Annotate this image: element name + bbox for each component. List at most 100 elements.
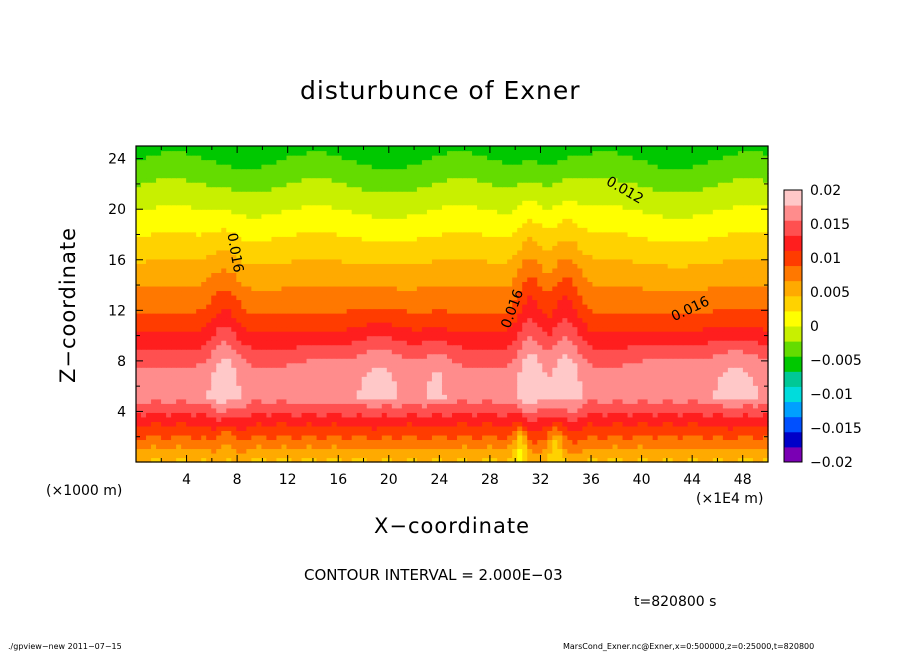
heatmap-cell [266, 398, 273, 404]
heatmap-cell [236, 317, 242, 323]
heatmap-cell [216, 443, 222, 450]
heatmap-cell [301, 434, 308, 441]
heatmap-cell [692, 294, 699, 301]
heatmap-cell [647, 285, 654, 292]
heatmap-cell [462, 353, 468, 359]
heatmap-cell [597, 285, 604, 292]
heatmap-cell [231, 389, 237, 395]
heatmap-cell [366, 308, 373, 314]
heatmap-cell [306, 380, 313, 386]
heatmap-cell [617, 326, 624, 332]
heatmap-cell [271, 407, 278, 413]
heatmap-cell [191, 457, 197, 463]
heatmap-cell [452, 452, 458, 459]
heatmap-cell [381, 448, 388, 454]
heatmap-cell [361, 389, 368, 395]
heatmap-cell [291, 425, 298, 431]
heatmap-cell [552, 353, 558, 359]
heatmap-cell [326, 407, 333, 413]
heatmap-cell [577, 290, 584, 296]
heatmap-cell [381, 281, 388, 287]
heatmap-cell [637, 326, 644, 332]
heatmap-cell [612, 317, 619, 323]
heatmap-cell [326, 362, 333, 368]
heatmap-cell [381, 331, 388, 337]
heatmap-cell [331, 294, 338, 301]
heatmap-cell [452, 317, 458, 323]
heatmap-cell [732, 403, 739, 409]
heatmap-cell [562, 358, 568, 364]
heatmap-cell [472, 434, 478, 441]
heatmap-cell [181, 367, 187, 373]
heatmap-cell [241, 394, 247, 400]
heatmap-cell [311, 285, 318, 292]
heatmap-cell [316, 407, 323, 413]
heatmap-cell [391, 439, 398, 445]
heatmap-cell [246, 421, 252, 427]
heatmap-cell [406, 425, 413, 431]
heatmap-cell [316, 452, 323, 459]
heatmap-cell [592, 443, 599, 450]
heatmap-cell [181, 317, 187, 323]
heatmap-cell [191, 385, 197, 391]
heatmap-cell [431, 367, 438, 373]
heatmap-cell [306, 385, 313, 391]
heatmap-cell [467, 344, 473, 350]
heatmap-cell [567, 416, 573, 422]
heatmap-cell [762, 344, 769, 350]
heatmap-cell [712, 317, 719, 323]
heatmap-cell [537, 394, 543, 400]
heatmap-cell [151, 425, 157, 431]
heatmap-cell [542, 376, 548, 382]
heatmap-cell [431, 362, 438, 368]
heatmap-cell [482, 425, 488, 431]
heatmap-cell [361, 285, 368, 292]
heatmap-cell [657, 304, 664, 310]
heatmap-cell [542, 434, 548, 441]
heatmap-cell [381, 376, 388, 382]
heatmap-cell [697, 353, 704, 359]
heatmap-cell [156, 304, 162, 310]
heatmap-cell [657, 362, 664, 368]
heatmap-cell [316, 434, 323, 441]
heatmap-cell [752, 371, 759, 377]
heatmap-cell [467, 457, 473, 463]
heatmap-cell [216, 394, 222, 400]
heatmap-cell [191, 340, 197, 346]
heatmap-cell [266, 371, 273, 377]
heatmap-cell [572, 299, 578, 305]
heatmap-cell [321, 421, 328, 427]
heatmap-cell [752, 308, 759, 314]
heatmap-cell [311, 443, 318, 450]
heatmap-cell [522, 322, 528, 328]
heatmap-cell [286, 326, 293, 332]
heatmap-cell [482, 385, 488, 391]
heatmap-cell [512, 358, 518, 364]
heatmap-cell [667, 326, 674, 332]
heatmap-cell [582, 448, 589, 454]
heatmap-cell [266, 340, 273, 346]
heatmap-cell [682, 389, 689, 395]
heatmap-cell [707, 380, 714, 386]
heatmap-cell [717, 317, 724, 323]
heatmap-cell [727, 434, 734, 441]
heatmap-cell [341, 349, 348, 355]
heatmap-cell [196, 344, 202, 350]
heatmap-cell [141, 299, 147, 305]
heatmap-cell [617, 457, 624, 463]
heatmap-cell [577, 448, 584, 454]
heatmap-cell [301, 376, 308, 382]
heatmap-cell [667, 416, 674, 422]
heatmap-cell [351, 407, 358, 413]
heatmap-cell [146, 407, 152, 413]
heatmap-cell [186, 358, 192, 364]
heatmap-cell [161, 367, 167, 373]
heatmap-cell [276, 457, 283, 463]
heatmap-cell [346, 290, 353, 296]
heatmap-cell [522, 367, 528, 373]
heatmap-cell [537, 416, 543, 422]
heatmap-cell [582, 416, 589, 422]
heatmap-cell [351, 430, 358, 436]
heatmap-cell [376, 299, 383, 305]
heatmap-cell [161, 317, 167, 323]
